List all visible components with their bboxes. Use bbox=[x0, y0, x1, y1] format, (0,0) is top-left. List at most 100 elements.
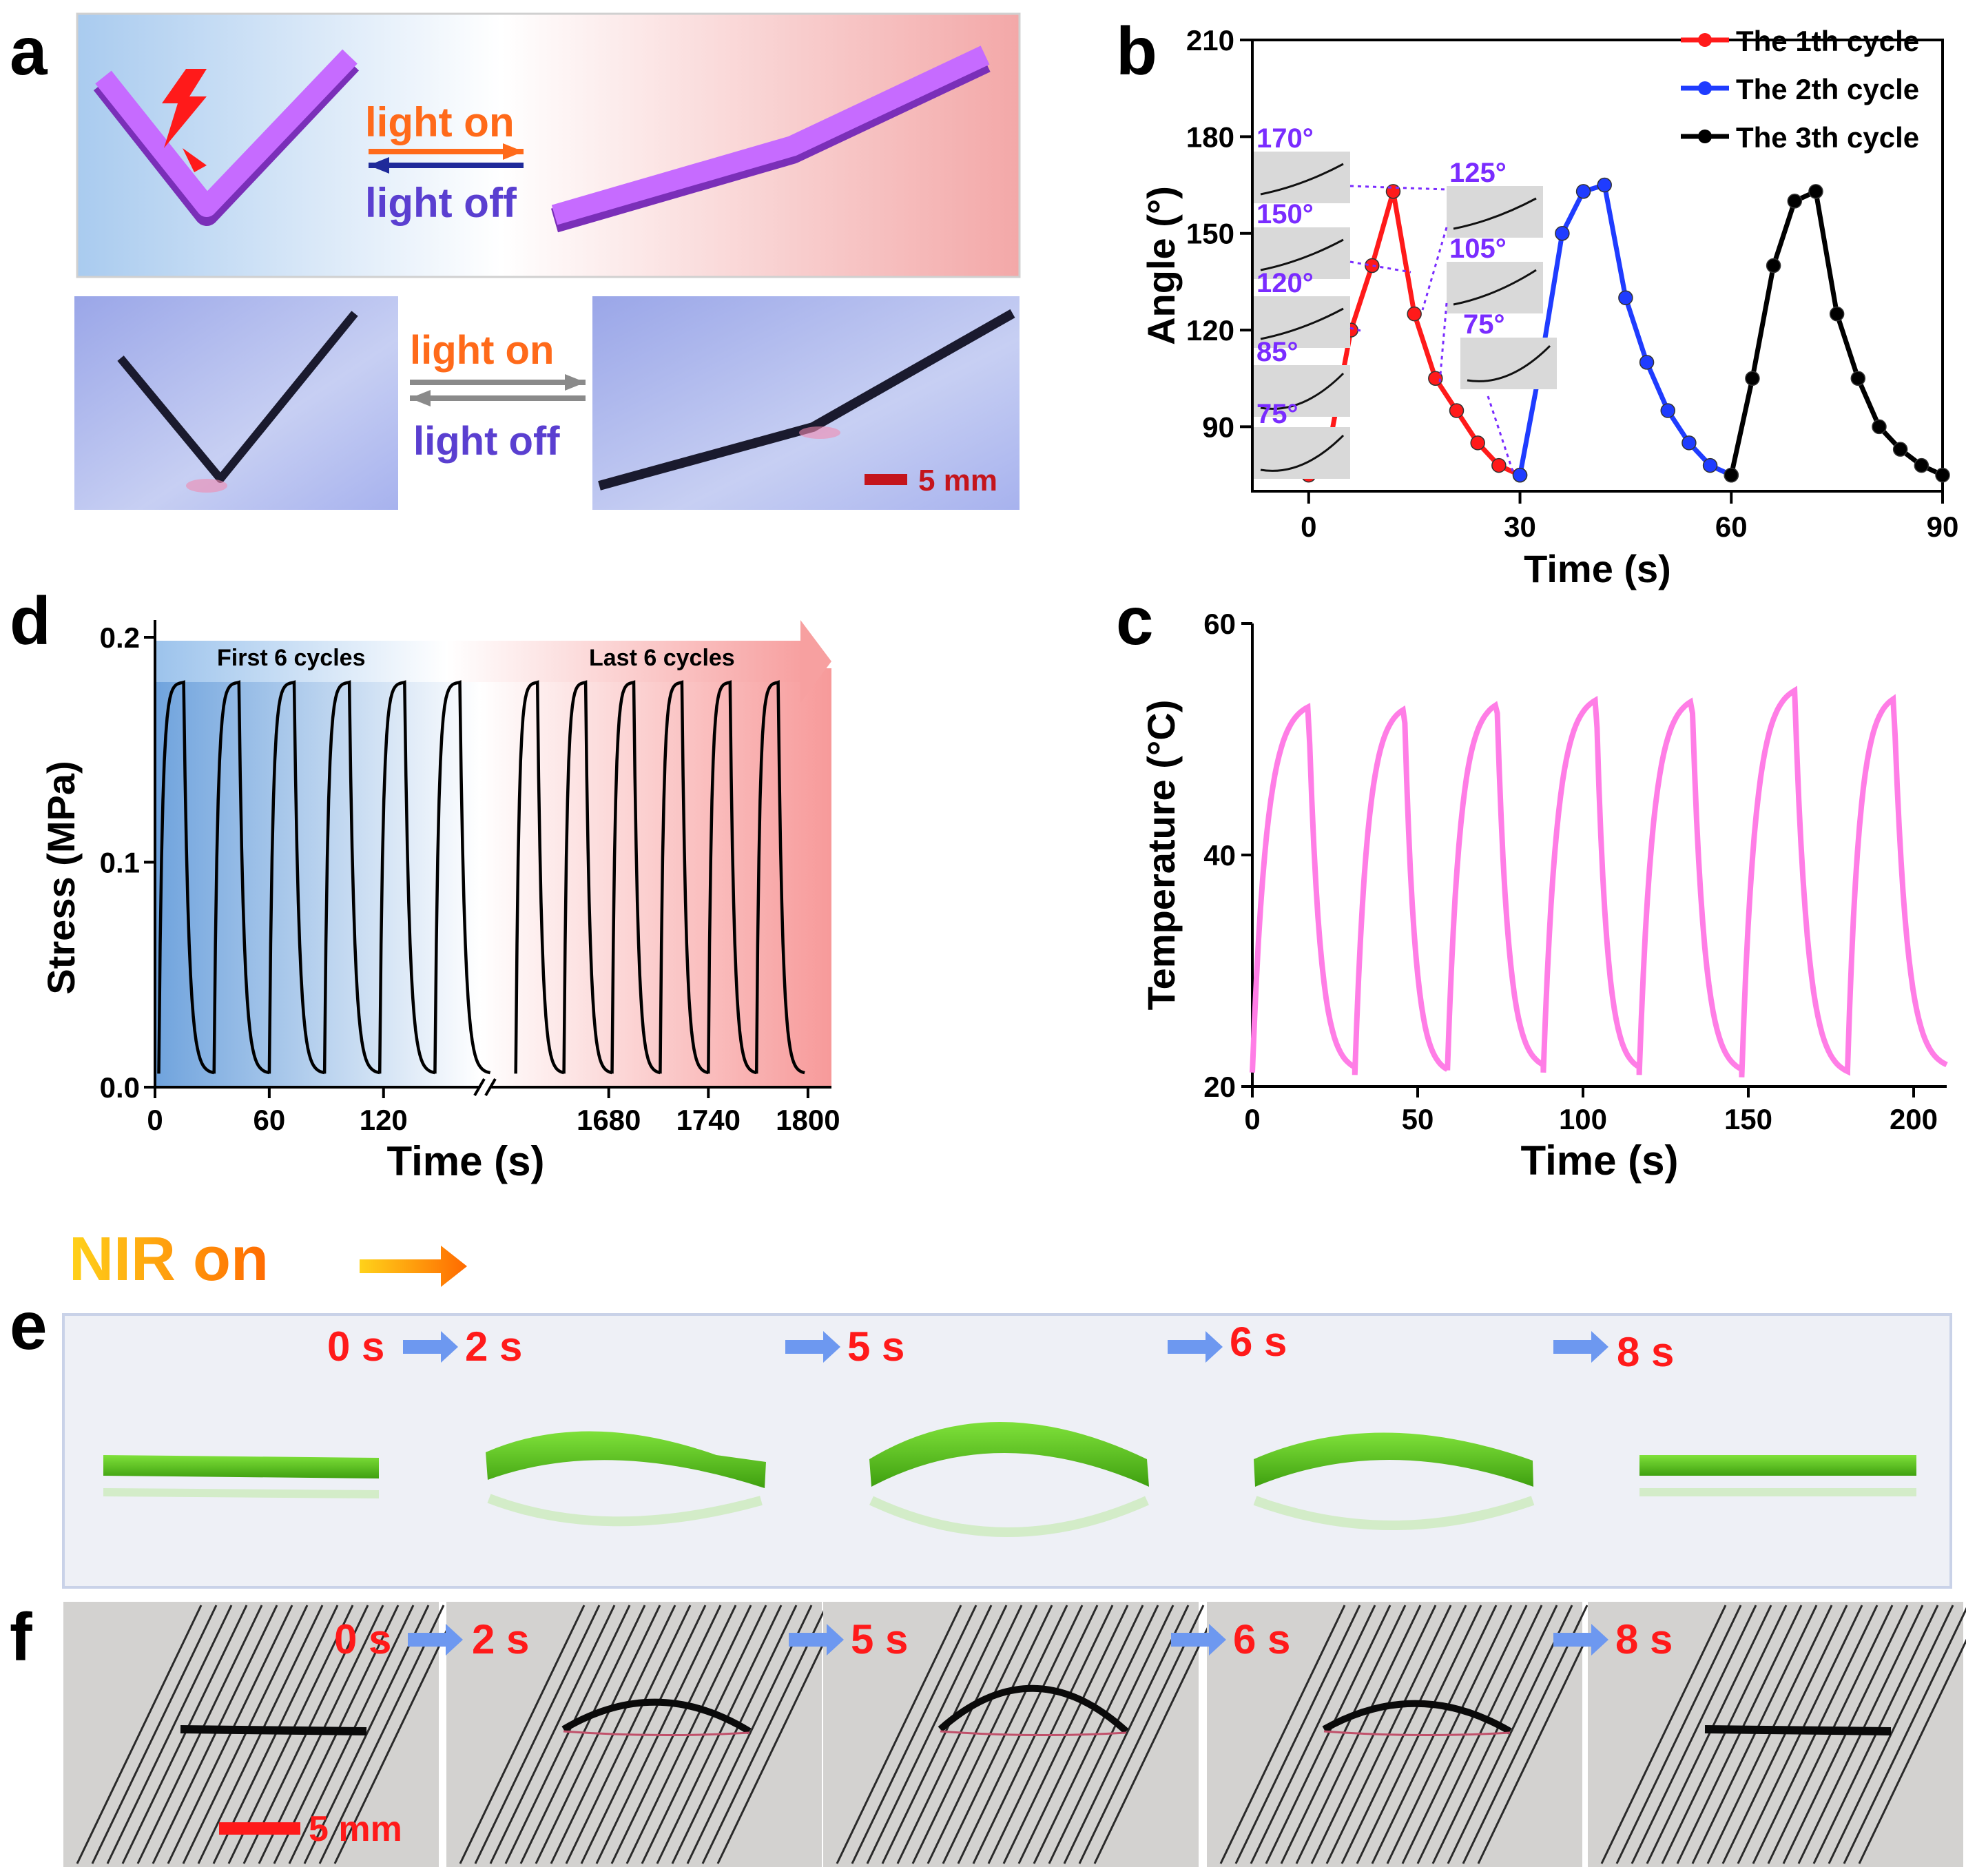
panel-c-xtick-label: 50 bbox=[1402, 1103, 1434, 1135]
panel-b-point-2 bbox=[1639, 355, 1655, 370]
panel-f-strip bbox=[561, 1698, 752, 1735]
panel-f-grid-line bbox=[167, 1605, 293, 1864]
panel-b-point-2 bbox=[1702, 457, 1718, 473]
nir-arrow-icon bbox=[360, 1246, 467, 1287]
panel-f-grid-line bbox=[504, 1605, 631, 1864]
panel-f-scale-bar bbox=[219, 1822, 300, 1835]
panel-f-grid-line bbox=[1600, 1605, 1727, 1864]
panel-f-grid-line bbox=[318, 1605, 445, 1864]
panel-b-connector bbox=[1421, 227, 1448, 311]
panel-d-xlabel: Time (s) bbox=[387, 1138, 545, 1184]
panel-e-step-arrow-icon bbox=[1553, 1331, 1608, 1363]
panel-b-angle-label: 105° bbox=[1449, 234, 1507, 264]
flat-strip bbox=[551, 45, 990, 225]
scale-bar-a-label: 5 mm bbox=[918, 464, 997, 497]
panel-c-letter: c bbox=[1116, 583, 1154, 659]
panel-b-letter: b bbox=[1116, 13, 1157, 89]
panel-f-strip bbox=[938, 1684, 1129, 1734]
photo-bent-strip bbox=[117, 311, 358, 483]
panel-f-grid-line bbox=[1462, 1605, 1589, 1864]
panel-b-xlabel: Time (s) bbox=[1524, 547, 1671, 590]
panel-b-point-1 bbox=[1407, 306, 1422, 322]
panel-f-grid-line bbox=[1721, 1605, 1848, 1864]
panel-b-legend-label-2: The 2th cycle bbox=[1736, 73, 1919, 105]
photo-light-off-label: light off bbox=[413, 419, 560, 464]
panel-f-grid-line bbox=[1615, 1605, 1742, 1864]
panel-b-ylabel: Angle (°) bbox=[1139, 186, 1183, 345]
panel-b-point-2 bbox=[1660, 403, 1675, 418]
panel-f-grid-line bbox=[182, 1605, 309, 1864]
arrow-right-head bbox=[503, 143, 524, 160]
panel-f-grid-line bbox=[474, 1605, 601, 1864]
panel-a: a light on light off light on light off … bbox=[10, 12, 1021, 510]
panel-b-angle-label: 170° bbox=[1256, 123, 1314, 154]
panel-b-point-1 bbox=[1365, 258, 1380, 274]
panel-f-grid-line bbox=[881, 1605, 1008, 1864]
panel-f-grid-line bbox=[866, 1605, 993, 1864]
panel-f-grid-line bbox=[686, 1605, 813, 1864]
panel-c-xtick-label: 200 bbox=[1890, 1103, 1938, 1135]
panel-f-grid-line bbox=[851, 1605, 977, 1864]
panel-e-step-arrow-icon bbox=[403, 1331, 458, 1363]
panel-b-point-3 bbox=[1766, 258, 1781, 274]
panel-b-inset-thumb bbox=[1254, 227, 1350, 279]
panel-d-ytick-label: 0.0 bbox=[100, 1071, 140, 1104]
panel-b-ytick-label: 210 bbox=[1186, 24, 1234, 56]
panel-d-plot-background bbox=[155, 668, 831, 1087]
panel-b-inset-thumb bbox=[1254, 296, 1350, 348]
strip-2s bbox=[486, 1431, 766, 1527]
panel-b-point-3 bbox=[1745, 371, 1760, 386]
panel-d-ylabel: Stress (MPa) bbox=[39, 761, 83, 994]
panel-f-grid-line bbox=[1661, 1605, 1788, 1864]
panel-f-grid-line bbox=[459, 1605, 586, 1864]
panel-d-ytick-label: 0.1 bbox=[100, 847, 140, 879]
panel-b-connector bbox=[1438, 302, 1448, 383]
panel-b-inset-thumb bbox=[1447, 186, 1543, 238]
panel-b-inset-curve bbox=[1453, 197, 1537, 230]
panel-b-ytick-label: 150 bbox=[1186, 218, 1234, 250]
panel-e-times: 0 s 2 s 5 s 6 s 8 s bbox=[327, 1319, 1674, 1375]
panel-f-grid-line bbox=[303, 1605, 430, 1864]
panel-f-grid-line bbox=[1234, 1605, 1361, 1864]
panel-d-xtick-label: 60 bbox=[253, 1104, 286, 1136]
panel-f-strip-reflection bbox=[1323, 1730, 1511, 1737]
panel-b-angle-label: 75° bbox=[1463, 309, 1505, 340]
panel-f-time-label: 8 s bbox=[1615, 1616, 1673, 1662]
panel-f-time-label: 2 s bbox=[472, 1616, 529, 1662]
panel-c-ylabel: Temperature (°C) bbox=[1139, 700, 1183, 1011]
panel-b-point-1 bbox=[1449, 403, 1465, 418]
panel-f-grid-line bbox=[701, 1605, 828, 1864]
panel-c-xtick-label: 150 bbox=[1724, 1103, 1772, 1135]
panel-f-grid-line bbox=[1631, 1605, 1757, 1864]
nir-on-label: NIR on bbox=[69, 1225, 269, 1294]
panel-c-xlabel: Time (s) bbox=[1521, 1137, 1679, 1184]
panel-f-grid-line bbox=[1219, 1605, 1346, 1864]
panel-f-grid-line bbox=[1250, 1605, 1376, 1864]
panel-b-point-2 bbox=[1512, 467, 1528, 483]
panel-b-inset-thumb bbox=[1254, 152, 1350, 203]
panel-b-legend-label-1: The 1th cycle bbox=[1736, 25, 1919, 57]
panel-b-xtick-label: 0 bbox=[1301, 511, 1316, 543]
panel-b-legend-label-3: The 3th cycle bbox=[1736, 121, 1919, 154]
panel-b-point-2 bbox=[1597, 177, 1612, 193]
panel-f-grid-line bbox=[121, 1605, 248, 1864]
panel-f-grid-line bbox=[152, 1605, 278, 1864]
panel-b-point-3 bbox=[1829, 306, 1845, 322]
panel-b-point-2 bbox=[1555, 225, 1570, 241]
panel-b-point-3 bbox=[1808, 184, 1823, 199]
panel-b-angle-label: 120° bbox=[1256, 268, 1314, 298]
panel-f-strip bbox=[180, 1725, 367, 1735]
strip-5s bbox=[869, 1422, 1149, 1537]
v-strip bbox=[95, 49, 358, 217]
panel-c-ytick-label: 20 bbox=[1203, 1071, 1236, 1103]
panel-b-angle-label: 150° bbox=[1256, 199, 1314, 229]
panel-c: c 20 40 60 0 50 100 150 200 Time (s) Temperature … bbox=[1116, 583, 1948, 1184]
panel-f-grid-line bbox=[136, 1605, 263, 1864]
panel-f-grid-line bbox=[489, 1605, 616, 1864]
panel-b-inset-curve bbox=[1260, 434, 1345, 472]
panel-b-inset-curve bbox=[1260, 372, 1345, 410]
panel-f-grid-line bbox=[1691, 1605, 1818, 1864]
strip-6s bbox=[1253, 1432, 1535, 1530]
panel-e-step-arrow-icon bbox=[1168, 1331, 1223, 1363]
